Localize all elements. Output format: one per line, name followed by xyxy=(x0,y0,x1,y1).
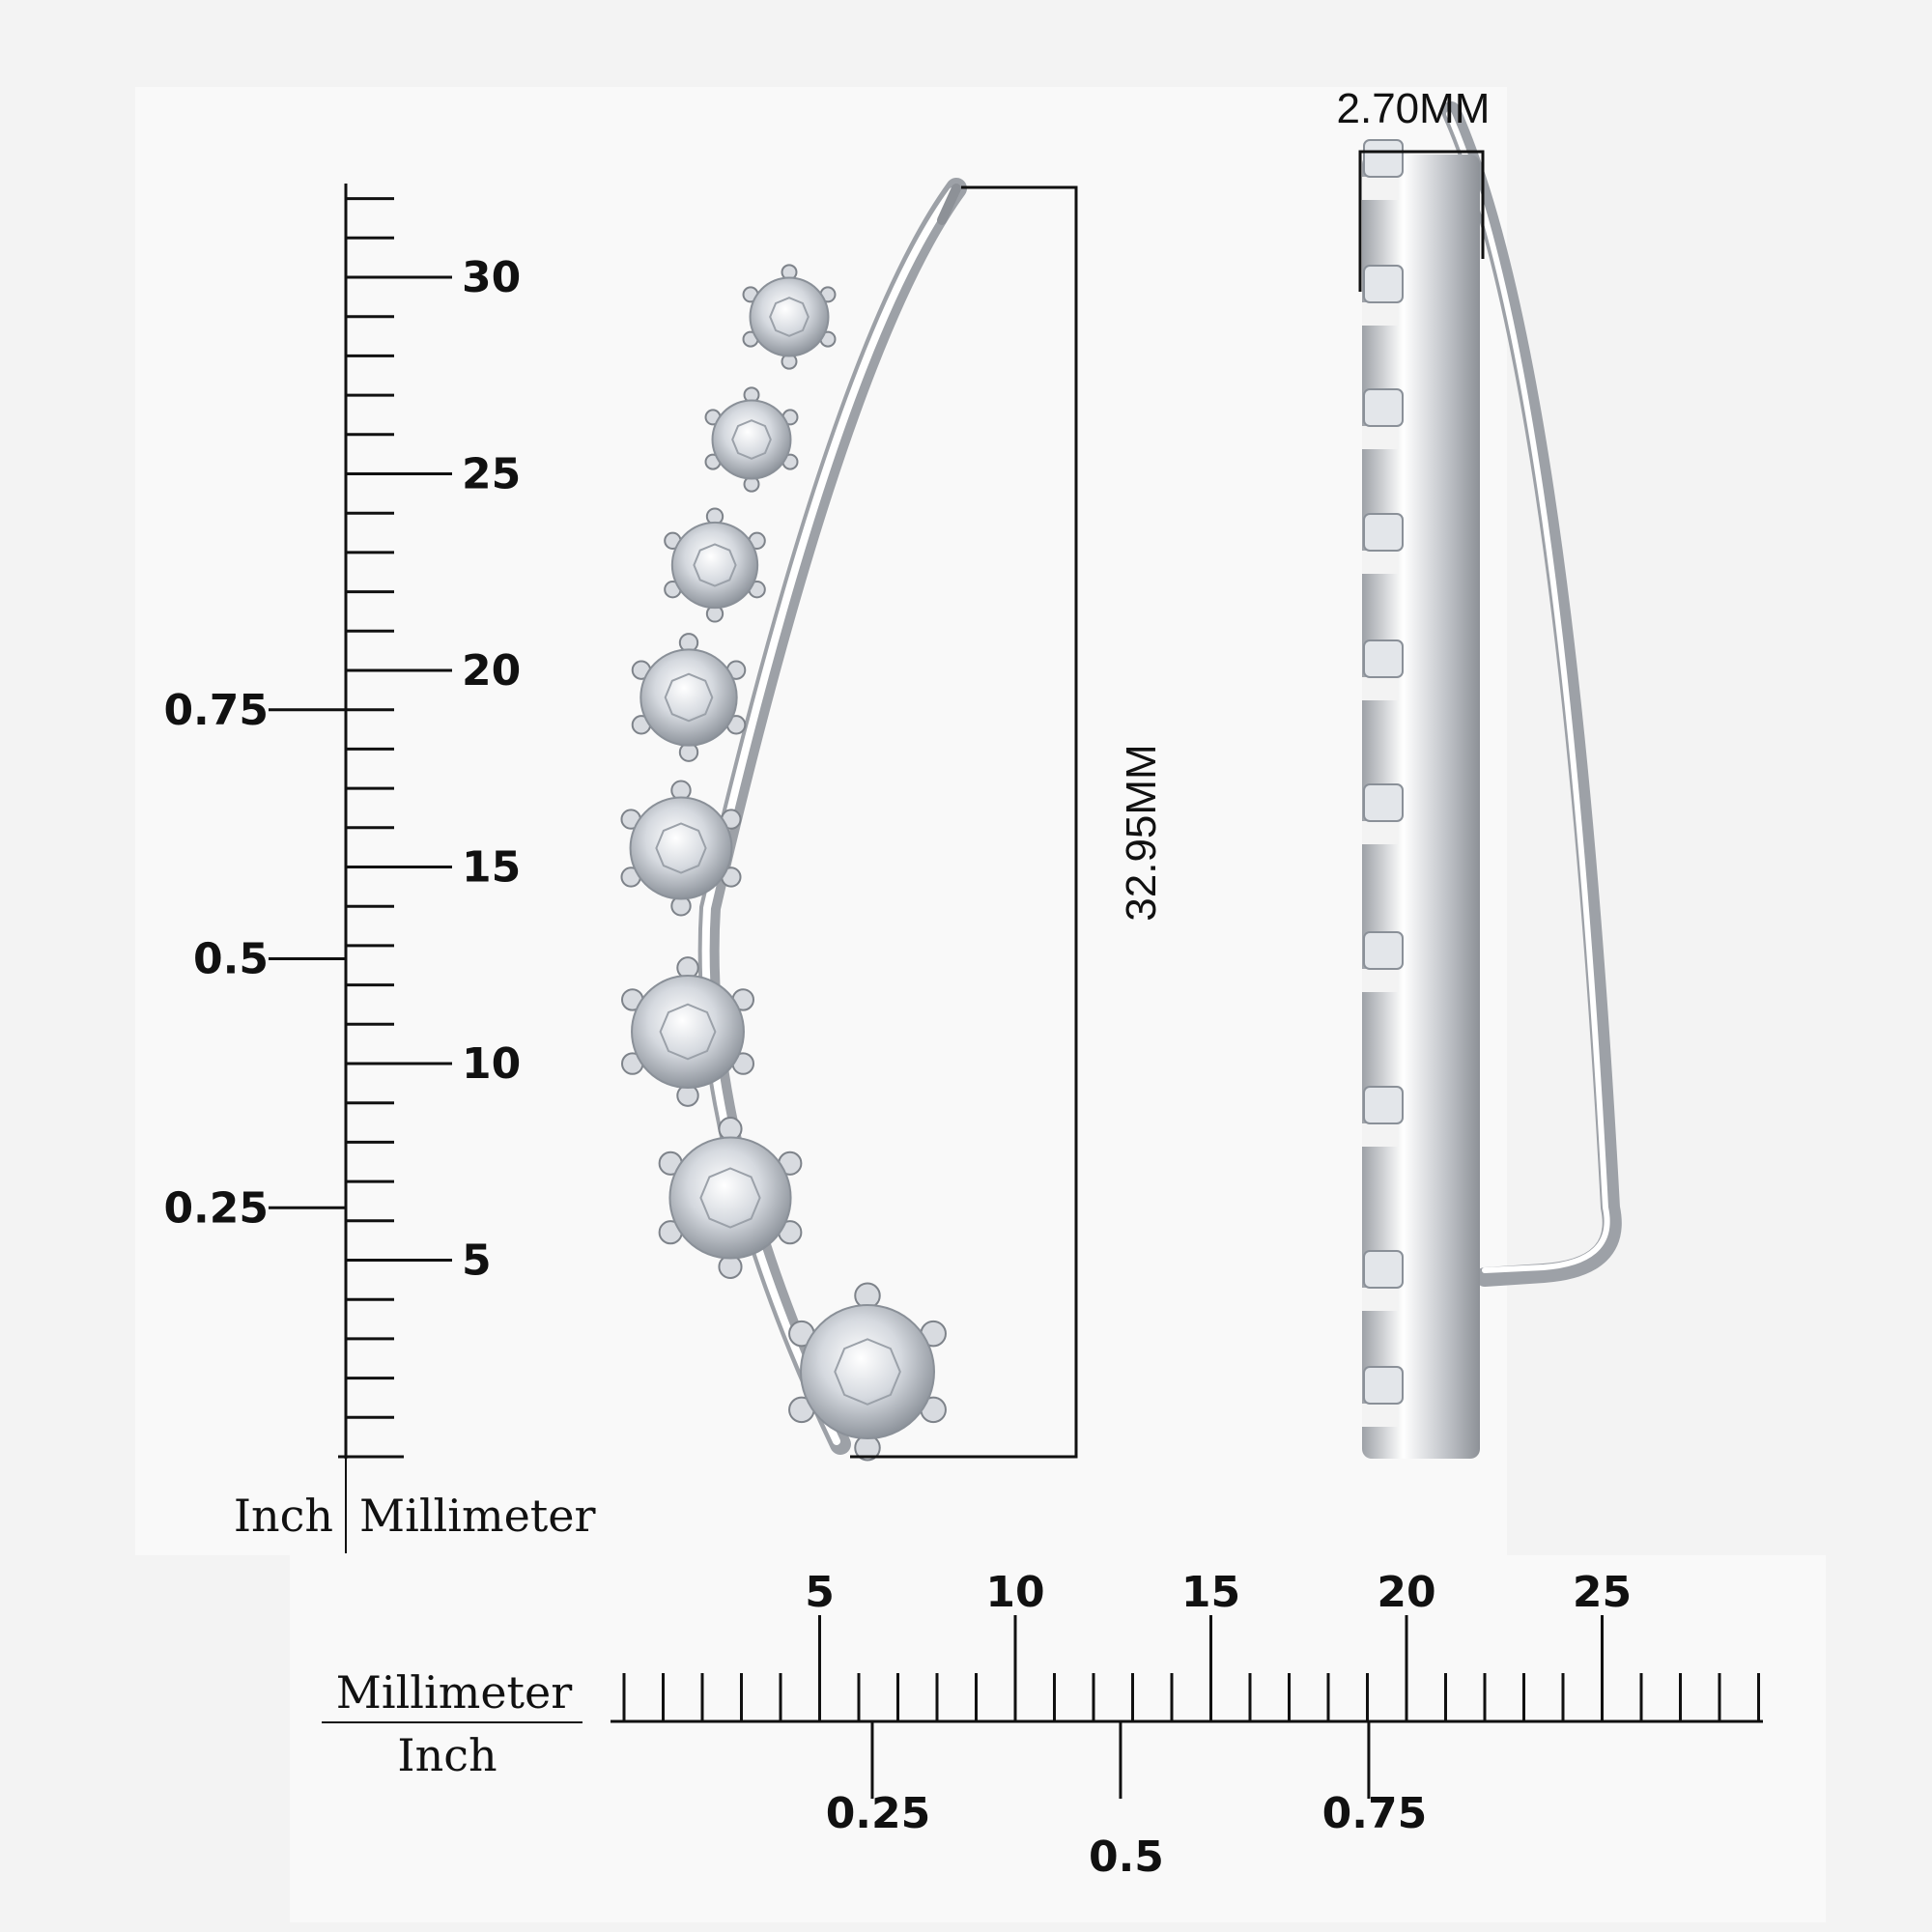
ruler-unit-inch: Inch xyxy=(234,1490,333,1542)
side-stone xyxy=(1363,1250,1404,1289)
setting-notch xyxy=(1362,1123,1399,1147)
diamond xyxy=(670,521,759,610)
setting-notch xyxy=(1362,177,1399,200)
width-dimension-line xyxy=(1358,150,1485,292)
side-stone xyxy=(1363,639,1404,678)
side-stone xyxy=(1363,388,1404,427)
inch-label: 0.5 xyxy=(1089,1833,1164,1882)
diamond xyxy=(668,1136,792,1260)
diamond-table xyxy=(769,297,810,337)
mm-label: 25 xyxy=(462,450,521,499)
width-dimension: 2.70MM xyxy=(1337,85,1491,292)
stone-setting xyxy=(658,1117,803,1279)
side-stone xyxy=(1363,1086,1404,1124)
stone-setting xyxy=(742,264,837,370)
height-dimension-line xyxy=(850,185,1078,1459)
side-stone xyxy=(1363,513,1404,552)
mm-label: 20 xyxy=(1377,1568,1435,1617)
setting-notch xyxy=(1362,1288,1399,1311)
earring-side-view-icon xyxy=(1362,101,1622,1459)
inch-label: 0.5 xyxy=(193,935,269,984)
diamond xyxy=(711,399,792,480)
diamond-table xyxy=(699,1167,761,1229)
height-dimension-label: 32.95MM xyxy=(1118,744,1165,921)
side-stone xyxy=(1363,1366,1404,1405)
ear-climber-earring-icon xyxy=(620,178,967,1462)
stone-setting xyxy=(620,780,742,917)
side-settings xyxy=(1362,139,1404,1427)
setting-notch xyxy=(1362,426,1399,449)
setting-notch xyxy=(1362,821,1399,844)
width-dimension-label: 2.70MM xyxy=(1337,85,1491,132)
diamond-table xyxy=(659,1003,717,1061)
side-stone xyxy=(1363,783,1404,822)
earring-wire-tip xyxy=(937,184,961,225)
inch-label: 0.75 xyxy=(163,686,269,735)
stone-setting xyxy=(621,956,754,1107)
setting-notch xyxy=(1362,1404,1399,1427)
setting-notch xyxy=(1362,302,1399,326)
setting-notch xyxy=(1362,969,1399,992)
mm-label: 10 xyxy=(985,1568,1044,1617)
height-dimension: 32.95MM xyxy=(850,185,1165,1459)
vertical-ruler: 30 25 20 15 10 5 0.75 0.5 0.25 Inch Millimeter xyxy=(163,184,596,1553)
diamond-table xyxy=(693,543,737,587)
side-stone xyxy=(1363,265,1404,303)
diamond xyxy=(800,1304,935,1439)
lower-panel xyxy=(290,1555,1826,1922)
mm-label: 10 xyxy=(462,1039,521,1089)
inch-label: 0.25 xyxy=(163,1183,269,1233)
diamond xyxy=(749,276,830,357)
stone-setting xyxy=(664,507,766,623)
mm-label: 5 xyxy=(462,1236,492,1286)
diamond-table xyxy=(664,672,714,723)
diamond-table xyxy=(834,1338,901,1406)
ruler-unit-millimeter: Millimeter xyxy=(359,1490,596,1542)
vertical-ruler-ticks: 30 25 20 15 10 5 0.75 0.5 0.25 xyxy=(163,197,521,1459)
inch-label: 0.75 xyxy=(1322,1789,1428,1838)
ruler-unit-millimeter: Millimeter xyxy=(336,1666,573,1719)
mm-label: 15 xyxy=(1181,1568,1240,1617)
stone-setting xyxy=(788,1282,947,1462)
side-wire-highlight xyxy=(1446,111,1610,1273)
diamond xyxy=(639,648,738,747)
inch-label: 0.25 xyxy=(826,1789,931,1838)
horizontal-ruler-ticks: 5 10 15 20 25 0.25 0.5 0.75 xyxy=(622,1568,1760,1882)
diamond-table xyxy=(655,822,707,874)
setting-notch xyxy=(1362,677,1399,700)
ruler-unit-inch: Inch xyxy=(397,1729,497,1781)
setting-notch xyxy=(1362,551,1399,574)
diamond xyxy=(629,796,733,900)
stone-setting xyxy=(631,633,747,762)
stone-settings xyxy=(620,264,947,1462)
side-stone xyxy=(1363,139,1404,178)
mm-label: 30 xyxy=(462,253,521,302)
diamond xyxy=(631,975,745,1089)
mm-label: 15 xyxy=(462,843,521,893)
mm-label: 25 xyxy=(1573,1568,1632,1617)
stone-setting xyxy=(704,386,799,493)
mm-label: 5 xyxy=(805,1568,835,1617)
diamond-table xyxy=(731,419,772,460)
mm-label: 20 xyxy=(462,646,521,696)
side-stone xyxy=(1363,931,1404,970)
side-wire xyxy=(1441,101,1622,1287)
horizontal-ruler: 5 10 15 20 25 0.25 0.5 0.75 Millimeter Inch xyxy=(322,1568,1763,1882)
